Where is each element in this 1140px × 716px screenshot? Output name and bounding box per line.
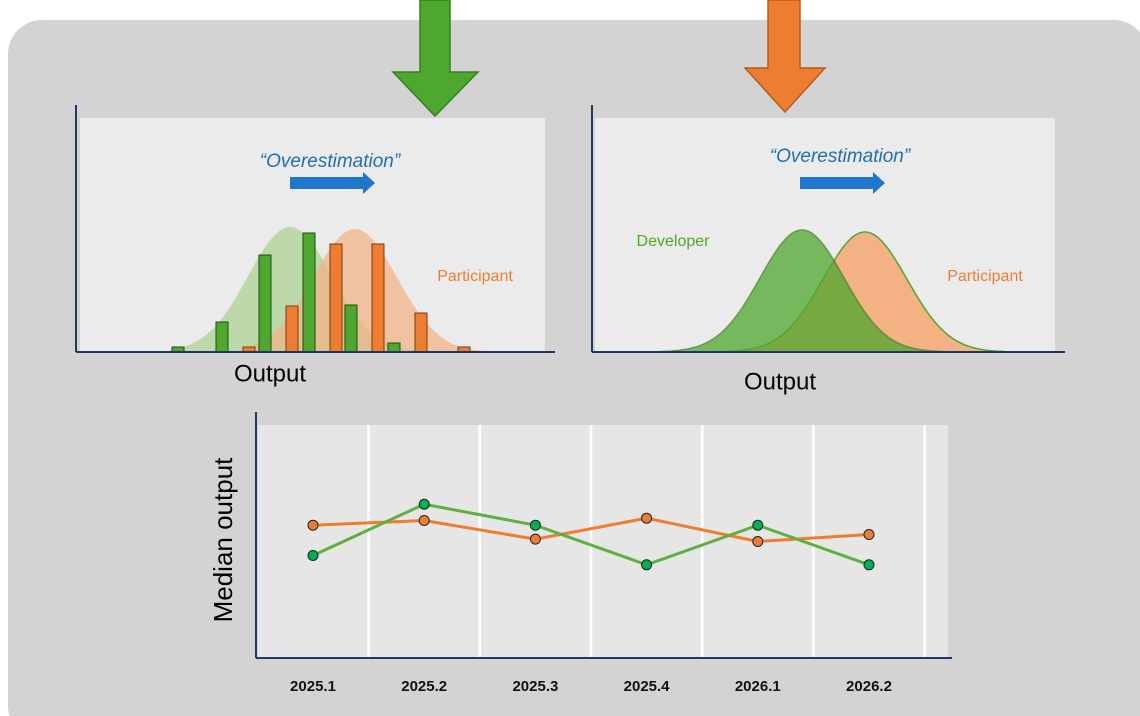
series-line xyxy=(312,516,870,544)
participant-bar xyxy=(414,312,428,353)
developer-bar xyxy=(258,254,272,353)
orange-arrow xyxy=(743,0,827,114)
point xyxy=(529,533,541,545)
x-tick-label: 2025.4 xyxy=(624,678,671,695)
point xyxy=(418,515,430,527)
axis-label: Output xyxy=(234,360,306,387)
series-label: Participant xyxy=(437,268,513,285)
participant-bar xyxy=(371,243,385,353)
line-chart: 2025.1 2025.2 2025.3 2025.4 2026.1 2026.2 Medi… xyxy=(208,412,952,695)
point xyxy=(307,519,319,531)
x-tick-label: 2026.1 xyxy=(735,678,781,695)
point xyxy=(863,529,875,541)
shift-arrow xyxy=(800,172,885,194)
x-tick-label: 2025.2 xyxy=(401,678,447,695)
developer-bar xyxy=(215,321,229,353)
x-tick-label: 2025.3 xyxy=(512,678,558,695)
plot-bg xyxy=(258,425,948,658)
point xyxy=(752,536,764,547)
annotation: “Overestimation” xyxy=(770,146,912,167)
participant-bar xyxy=(329,243,343,353)
point xyxy=(752,519,764,531)
axis-label: Output xyxy=(744,368,816,395)
y-axis-label: Median output xyxy=(208,457,238,623)
x-tick-label: 2025.1 xyxy=(290,678,336,695)
participant-bar xyxy=(285,305,299,353)
point xyxy=(529,519,541,531)
point xyxy=(641,512,653,524)
point xyxy=(418,498,430,510)
point xyxy=(863,559,875,571)
developer-bar xyxy=(387,342,401,353)
x-tick-label: 2026.2 xyxy=(846,678,892,695)
shift-arrow xyxy=(290,172,375,194)
annotation: “Overestimation” xyxy=(260,151,402,172)
left-panel: “Overestimation” Participant Output xyxy=(75,105,555,387)
developer-curve xyxy=(659,229,946,353)
developer-bar xyxy=(344,304,358,353)
right-panel: “Overestimation” Developer Participant Outp… xyxy=(591,105,1065,395)
point xyxy=(641,559,653,571)
series-line xyxy=(312,502,870,567)
green-arrow xyxy=(391,0,480,118)
series-label: Participant xyxy=(947,268,1023,285)
developer-bar xyxy=(302,232,316,353)
point xyxy=(307,549,319,561)
series-label: Developer xyxy=(637,233,711,250)
